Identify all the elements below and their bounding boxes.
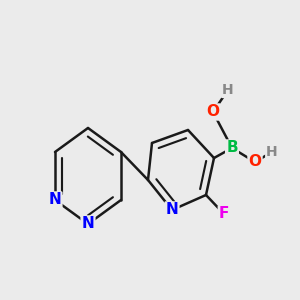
Text: O: O xyxy=(248,154,262,169)
Text: N: N xyxy=(82,217,94,232)
Text: N: N xyxy=(49,193,62,208)
Text: H: H xyxy=(266,145,278,159)
Text: H: H xyxy=(222,83,234,97)
Text: F: F xyxy=(219,206,229,221)
Text: B: B xyxy=(226,140,238,155)
Text: N: N xyxy=(166,202,178,217)
Text: O: O xyxy=(206,104,220,119)
